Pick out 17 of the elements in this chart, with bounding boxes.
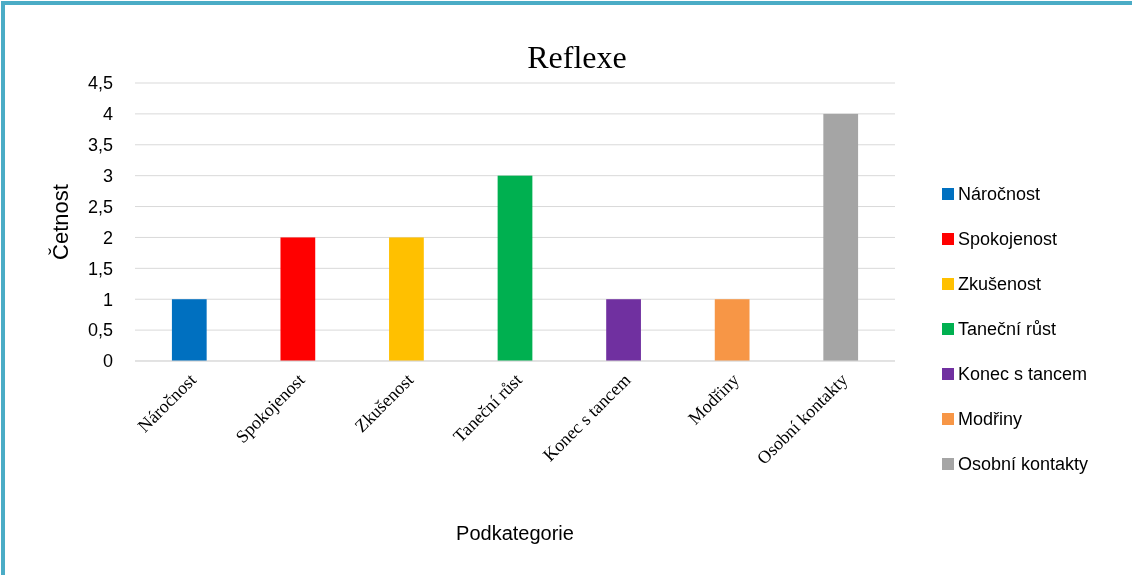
y-tick-label: 4,5 — [87, 73, 113, 94]
chart-title: Reflexe — [527, 39, 627, 75]
y-axis-title: Četnost — [48, 184, 73, 260]
y-tick-label: 2,5 — [87, 196, 113, 217]
legend-label: Spokojenost — [958, 229, 1058, 250]
y-tick-label: 3,5 — [87, 135, 113, 156]
legend-label: Náročnost — [958, 184, 1041, 205]
x-axis-title: Podkategorie — [456, 522, 574, 544]
y-tick-label: 4 — [102, 104, 113, 125]
y-tick-label: 1,5 — [87, 258, 113, 279]
legend-label: Zkušenost — [958, 274, 1042, 295]
y-tick-label: 0,5 — [87, 320, 113, 341]
y-tick-label: 2 — [102, 227, 113, 248]
y-tick-label: 1 — [102, 289, 113, 310]
legend-label: Taneční růst — [958, 319, 1057, 340]
y-tick-label: 0 — [102, 351, 113, 372]
y-tick-label: 3 — [102, 165, 113, 186]
